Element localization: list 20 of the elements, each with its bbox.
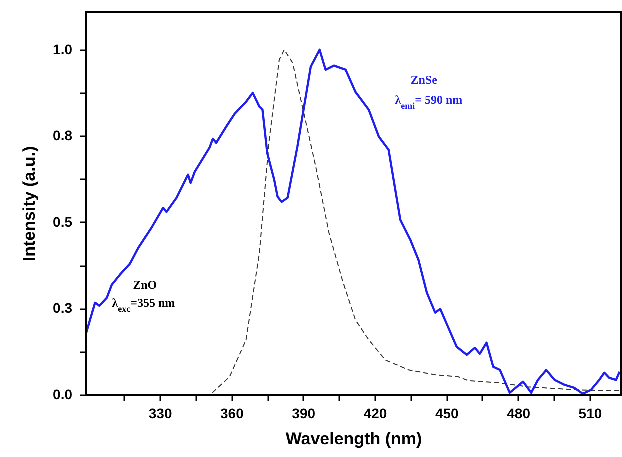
y-tick-label: 1.0 [53,41,73,58]
y-tick-label: 0.0 [53,386,73,402]
x-axis-title: Wavelength (nm) [286,430,422,448]
x-tick-label: 510 [578,406,602,422]
x-tick-label: 390 [292,406,316,422]
y-tick-label: 0.3 [53,300,73,316]
annotation: λ$_{exc}$=355 nm [112,296,176,314]
line-series [212,49,620,394]
y-tick-label: 0.5 [53,214,73,230]
y-tick-label: 0.8 [53,128,73,144]
x-tick-label: 360 [220,406,244,422]
x-tick-label: 420 [364,406,388,422]
annotation: ZnO [133,278,158,292]
annotation: λ$_{emi}$= 590 nm [395,93,463,112]
x-tick-label: 480 [507,406,531,422]
line-series [86,48,621,395]
y-axis-title: Intensity (a.u.) [20,146,40,262]
annotation: ZnSe [410,73,438,88]
x-tick-label: 450 [435,406,460,422]
x-tick-label: 330 [148,406,172,422]
